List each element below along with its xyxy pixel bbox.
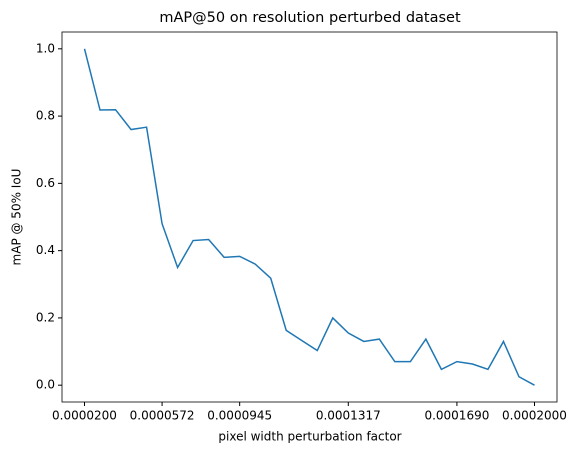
y-tick-label: 0.4 bbox=[36, 243, 55, 257]
x-tick-label: 0.0000945 bbox=[207, 409, 272, 423]
line-series bbox=[83, 48, 535, 386]
x-tick-label: 0.0000572 bbox=[130, 409, 195, 423]
x-tick-label: 0.0001690 bbox=[424, 409, 489, 423]
x-tick-label: 0.0000200 bbox=[52, 409, 117, 423]
y-tick-label: 1.0 bbox=[36, 41, 55, 55]
x-tick-label: 0.0001317 bbox=[316, 409, 381, 423]
x-axis-label: pixel width perturbation factor bbox=[218, 430, 401, 444]
y-tick-label: 0.0 bbox=[36, 378, 55, 392]
chart-title: mAP@50 on resolution perturbed dataset bbox=[159, 10, 461, 26]
y-tick-label: 0.8 bbox=[36, 109, 55, 123]
y-tick-label: 0.6 bbox=[36, 176, 55, 190]
y-tick-label: 0.2 bbox=[36, 310, 55, 324]
x-tick-label: 0.0002000 bbox=[502, 409, 567, 423]
plot-frame bbox=[61, 31, 558, 403]
y-axis-label: mAP @ 50% IoU bbox=[10, 169, 24, 266]
